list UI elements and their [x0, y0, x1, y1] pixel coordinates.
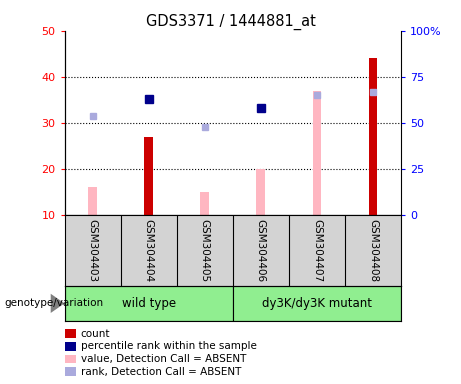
Text: rank, Detection Call = ABSENT: rank, Detection Call = ABSENT [81, 367, 241, 377]
Text: GSM304403: GSM304403 [88, 218, 98, 282]
Bar [369, 58, 378, 215]
Text: GDS3371 / 1444881_at: GDS3371 / 1444881_at [146, 13, 315, 30]
Bar [144, 137, 153, 215]
Bar [313, 91, 321, 215]
Text: GSM304407: GSM304407 [312, 218, 322, 282]
Text: GSM304408: GSM304408 [368, 218, 378, 282]
Bar [256, 169, 265, 215]
Text: wild type: wild type [122, 297, 176, 310]
Text: genotype/variation: genotype/variation [5, 298, 104, 308]
Text: percentile rank within the sample: percentile rank within the sample [81, 341, 257, 351]
Text: GSM304404: GSM304404 [144, 218, 154, 282]
Bar [65, 286, 233, 321]
Bar [233, 286, 401, 321]
Text: value, Detection Call = ABSENT: value, Detection Call = ABSENT [81, 354, 246, 364]
Bar [88, 187, 97, 215]
Polygon shape [51, 294, 65, 313]
Text: dy3K/dy3K mutant: dy3K/dy3K mutant [262, 297, 372, 310]
Text: count: count [81, 329, 110, 339]
Text: GSM304405: GSM304405 [200, 218, 210, 282]
Text: GSM304406: GSM304406 [256, 218, 266, 282]
Bar [201, 192, 209, 215]
